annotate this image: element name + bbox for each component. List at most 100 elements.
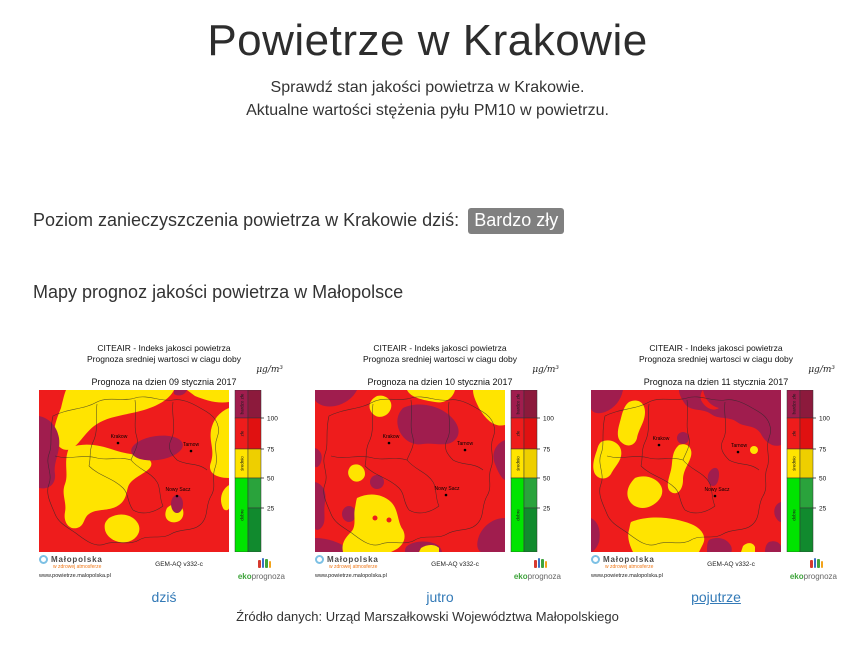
ekoprognoza-logo: ekoprognoza xyxy=(779,555,837,581)
maps-section-heading: Mapy prognoz jakości powietrza w Małopol… xyxy=(33,282,404,302)
malopolska-logo-icon xyxy=(39,555,48,564)
map-and-legend: Krakow Tarnow Nowy Sacz bardzo złe xyxy=(591,390,847,552)
svg-text:25: 25 xyxy=(819,506,827,513)
eko-text-green: eko xyxy=(789,572,804,581)
svg-text:złe: złe xyxy=(516,430,521,436)
forecast-figure-day-after: CITEAIR - Indeks jakosci powietrza Progn… xyxy=(585,343,847,605)
malopolska-logo: Małopolska w zdrowej atmosferze www.powi… xyxy=(315,555,407,579)
eko-text-gray: prognoza xyxy=(251,572,285,581)
malopolska-logo: Małopolska w zdrowej atmosferze www.powi… xyxy=(591,555,683,579)
map-footer: Małopolska w zdrowej atmosferze www.powi… xyxy=(39,555,285,581)
svg-text:złe: złe xyxy=(792,430,797,436)
data-source-note: Źródło danych: Urząd Marszałkowski Wojew… xyxy=(236,609,619,624)
svg-text:złe: złe xyxy=(240,430,245,436)
air-quality-page: Powietrze w Krakowie Sprawdź stan jakośc… xyxy=(0,16,855,624)
malopolska-logo-text: Małopolska xyxy=(51,555,103,564)
map-and-legend: Krakow Tarnow Nowy Sacz bardzo złe xyxy=(315,390,571,552)
svg-text:Tarnow: Tarnow xyxy=(183,442,200,448)
link-jutro[interactable]: jutro xyxy=(426,589,454,605)
malopolska-logo-subtitle: w zdrowej atmosferze xyxy=(329,564,378,570)
map-title-line2: Prognoza sredniej wartosci w ciagu doby xyxy=(638,354,794,364)
map-footer: Małopolska w zdrowej atmosferze www.powi… xyxy=(315,555,561,581)
svg-text:bardzo złe: bardzo złe xyxy=(792,393,797,414)
ekoprognoza-icon xyxy=(258,558,271,568)
eko-text-gray: prognoza xyxy=(803,572,837,581)
svg-text:100: 100 xyxy=(819,416,830,423)
unit-label: μg/m³ xyxy=(808,365,835,375)
svg-text:średnio: średnio xyxy=(792,456,797,471)
svg-text:Tarnow: Tarnow xyxy=(457,441,474,447)
link-dzis[interactable]: dziś xyxy=(151,589,177,605)
malopolska-url: www.powietrze.malopolska.pl xyxy=(315,573,387,579)
svg-text:dobre: dobre xyxy=(792,509,797,521)
eko-text-green: eko xyxy=(237,572,252,581)
aqi-color-scale: bardzo złe złe średnio dobre 100 75 50 2… xyxy=(234,390,278,552)
subtitle-line-1: Sprawdź stan jakości powietrza w Krakowi… xyxy=(270,79,585,96)
forecast-figure-today: CITEAIR - Indeks jakosci powietrza Progn… xyxy=(33,343,295,605)
map-footer: Małopolska w zdrowej atmosferze www.powi… xyxy=(591,555,837,581)
forecast-maps-row: CITEAIR - Indeks jakosci powietrza Progn… xyxy=(0,343,855,605)
pollution-status-badge: Bardzo zły xyxy=(468,208,565,234)
eko-text-green: eko xyxy=(513,572,528,581)
malopolska-logo-subtitle: w zdrowej atmosferze xyxy=(53,564,102,570)
ekoprognoza-logo: ekoprognoza xyxy=(503,555,561,581)
city-markers: Krakow Tarnow Nowy Sacz xyxy=(653,436,748,498)
map-and-legend: Krakow Tarnow Nowy Sacz bardzo złe xyxy=(39,390,295,552)
svg-text:Krakow: Krakow xyxy=(653,436,670,442)
svg-text:50: 50 xyxy=(543,476,551,483)
map-title-line2: Prognoza sredniej wartosci w ciagu doby xyxy=(86,354,242,364)
pollution-status-label: Poziom zanieczyszczenia powietrza w Krak… xyxy=(33,210,460,230)
aqi-color-scale: bardzo złe złe średnio dobre 100 75 50 2… xyxy=(786,390,830,552)
svg-text:dobre: dobre xyxy=(240,509,245,521)
svg-text:bardzo złe: bardzo złe xyxy=(240,393,245,414)
forecast-map-image: Krakow Tarnow Nowy Sacz xyxy=(315,390,505,552)
svg-text:Nowy Sacz: Nowy Sacz xyxy=(434,486,460,492)
svg-text:75: 75 xyxy=(543,447,551,454)
svg-text:25: 25 xyxy=(267,506,275,513)
subtitle-line-2: Aktualne wartości stężenia pyłu PM10 w p… xyxy=(246,102,609,119)
map-title-line1: CITEAIR - Indeks jakosci powietrza xyxy=(373,343,507,353)
svg-text:Krakow: Krakow xyxy=(383,434,400,440)
forecast-figure-tomorrow: CITEAIR - Indeks jakosci powietrza Progn… xyxy=(309,343,571,605)
city-markers: Krakow Tarnow Nowy Sacz xyxy=(111,434,200,498)
svg-text:bardzo złe: bardzo złe xyxy=(516,393,521,414)
malopolska-url: www.powietrze.malopolska.pl xyxy=(39,573,111,579)
malopolska-logo-subtitle: w zdrowej atmosferze xyxy=(605,564,654,570)
malopolska-logo-icon xyxy=(591,555,600,564)
svg-text:średnio: średnio xyxy=(240,456,245,471)
page-subtitle: Sprawdź stan jakości powietrza w Krakowi… xyxy=(0,76,855,122)
svg-text:50: 50 xyxy=(267,476,275,483)
page-title: Powietrze w Krakowie xyxy=(207,16,648,65)
svg-text:Nowy Sacz: Nowy Sacz xyxy=(704,487,730,493)
eko-text-gray: prognoza xyxy=(527,572,561,581)
map-title-line2: Prognoza sredniej wartosci w ciagu doby xyxy=(362,354,518,364)
svg-text:75: 75 xyxy=(819,447,827,454)
model-version-label: GEM-AQ v332-c xyxy=(431,561,479,568)
malopolska-url: www.powietrze.malopolska.pl xyxy=(591,573,663,579)
svg-text:25: 25 xyxy=(543,506,551,513)
unit-label: μg/m³ xyxy=(532,365,559,375)
unit-label: μg/m³ xyxy=(256,365,283,375)
forecast-map-image: Krakow Tarnow Nowy Sacz xyxy=(39,390,229,552)
aqi-color-scale: bardzo złe złe średnio dobre 100 75 50 2… xyxy=(510,390,554,552)
forecast-map-image: Krakow Tarnow Nowy Sacz xyxy=(591,390,781,552)
svg-text:100: 100 xyxy=(267,416,278,423)
model-version-label: GEM-AQ v332-c xyxy=(707,561,755,568)
malopolska-logo-text: Małopolska xyxy=(603,555,655,564)
svg-text:Tarnow: Tarnow xyxy=(731,443,748,449)
svg-text:50: 50 xyxy=(819,476,827,483)
svg-text:Nowy Sacz: Nowy Sacz xyxy=(165,487,191,493)
malopolska-logo: Małopolska w zdrowej atmosferze www.powi… xyxy=(39,555,131,579)
svg-text:Krakow: Krakow xyxy=(111,434,128,440)
pollution-status-row: Poziom zanieczyszczenia powietrza w Krak… xyxy=(33,208,855,234)
ekoprognoza-icon xyxy=(534,558,547,568)
svg-text:100: 100 xyxy=(543,416,554,423)
link-pojutrze[interactable]: pojutrze xyxy=(691,589,741,605)
ekoprognoza-icon xyxy=(810,558,823,568)
svg-text:75: 75 xyxy=(267,447,275,454)
malopolska-logo-icon xyxy=(315,555,324,564)
map-title-line1: CITEAIR - Indeks jakosci powietrza xyxy=(97,343,231,353)
map-date: Prognoza na dzien 11 stycznia 2017 xyxy=(643,377,789,387)
map-date: Prognoza na dzien 09 stycznia 2017 xyxy=(91,377,237,387)
malopolska-logo-text: Małopolska xyxy=(327,555,379,564)
